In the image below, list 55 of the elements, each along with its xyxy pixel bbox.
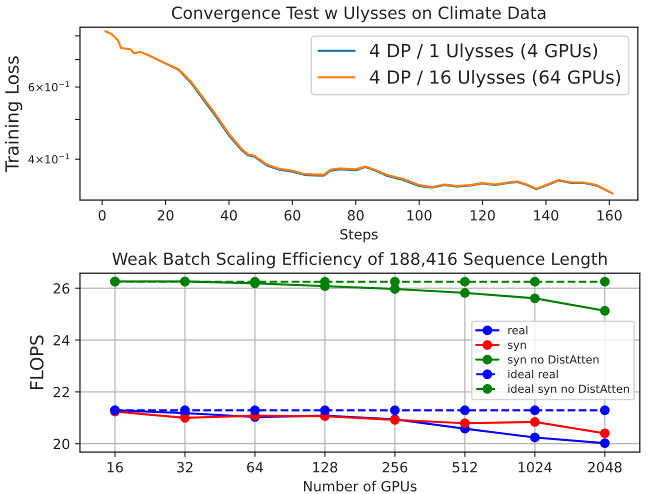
point (320, 405, 330, 416)
y-tick-label: 26 (54, 283, 70, 294)
point (390, 276, 400, 287)
point (530, 405, 540, 416)
point (460, 288, 470, 298)
x-tick-label: 60 (284, 210, 300, 221)
x-tick-label: 128 (313, 462, 338, 472)
x-tick-label: 20 (158, 210, 174, 221)
legend-label: 4 DP / 16 Ulysses (64 GPUs) (370, 70, 620, 88)
point (390, 405, 400, 416)
point (600, 405, 610, 416)
x-tick-label: 64 (247, 462, 263, 472)
x-tick-label: 100 (407, 210, 432, 221)
point (600, 276, 610, 287)
point (530, 417, 540, 427)
x-tick-label: 256 (382, 462, 408, 472)
y-tick-label: 22 (54, 386, 69, 398)
y-tick-label: 20 (54, 438, 70, 450)
legend-label: 4 DP / 1 Ulysses (4 GPUs) (370, 43, 598, 61)
x-tick-label: 16 (108, 462, 123, 472)
y-axis-title: Training Loss (4, 56, 22, 172)
x-tick-label: 1024 (518, 462, 552, 472)
chart-title: Weak Batch Scaling Efficiency of 188,416 Sequence Length (112, 252, 607, 268)
x-tick-label: 2048 (588, 462, 622, 472)
x-tick-label: 140 (534, 210, 558, 221)
y-tick-label: 4×10$^{−1}$ (28, 153, 70, 164)
point (530, 276, 540, 287)
point (180, 405, 190, 416)
x-axis-title: Steps (340, 229, 378, 242)
point (460, 405, 470, 416)
x-tick-label: 80 (348, 210, 364, 221)
x-tick-label: 120 (470, 210, 495, 221)
y-tick-label: 24 (54, 335, 70, 346)
legend-label: syn no DistAtten (508, 355, 599, 366)
x-tick-label: 40 (220, 210, 237, 221)
point (600, 438, 610, 448)
x-tick-label: 32 (177, 462, 192, 472)
y-tick-label: 6×10$^{−1}$ (28, 81, 70, 92)
point (250, 405, 260, 416)
chart-title: Convergence Test w Ulysses on Climate Data (172, 6, 546, 22)
x-tick-label: 512 (452, 462, 477, 472)
point (460, 418, 470, 428)
legend-label: syn (508, 342, 526, 352)
point (530, 293, 540, 304)
x-tick-label: 160 (598, 210, 622, 221)
legend-label: ideal real (508, 370, 558, 378)
point (600, 306, 610, 316)
point (530, 432, 540, 442)
point (460, 276, 470, 287)
legend-label: ideal syn no DistAtten (508, 384, 629, 396)
x-axis-title: Number of GPUs (304, 480, 417, 492)
y-axis-title: FLOPS (30, 335, 44, 389)
point (600, 428, 610, 438)
legend-label: real (508, 326, 528, 334)
x-tick-label: 0 (98, 210, 106, 221)
